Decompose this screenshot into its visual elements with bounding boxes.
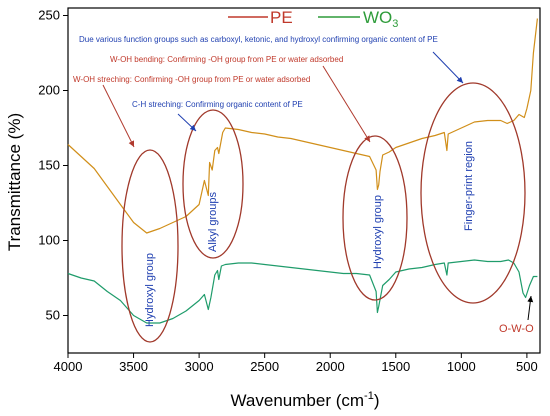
region-ellipse-hydroxyl-2 bbox=[342, 135, 408, 301]
x-tick-label-4000: 4000 bbox=[54, 359, 83, 374]
arrow-w-oh-bending bbox=[322, 65, 371, 143]
plot-frame bbox=[67, 7, 541, 354]
peak-label-o-w-o: O-W-O bbox=[499, 323, 534, 335]
x-tick-label-500: 500 bbox=[516, 359, 538, 374]
x-axis-title-tail: ) bbox=[374, 391, 380, 410]
region-label-fingerprint: Finger-print region bbox=[463, 141, 475, 231]
annotation-fingerprint: Due various function groups such as carb… bbox=[79, 35, 438, 44]
arrow-o-w-o bbox=[527, 295, 534, 321]
y-tick-label-150: 150 bbox=[38, 158, 60, 173]
x-tick-label-1500: 1500 bbox=[381, 359, 410, 374]
legend-label-pe: PE bbox=[270, 8, 293, 27]
y-tick-label-250: 250 bbox=[38, 8, 60, 23]
x-axis-title-main: Wavenumber (cm bbox=[231, 391, 365, 410]
region-label-hydroxyl-2: Hydroxyl group bbox=[372, 195, 384, 269]
x-tick-label-2000: 2000 bbox=[316, 359, 345, 374]
legend-label-wo3-sub: 3 bbox=[392, 18, 398, 30]
legend: PE WO3 bbox=[228, 8, 398, 30]
series-line-wo3 bbox=[67, 259, 538, 324]
y-tick-label-100: 100 bbox=[38, 233, 60, 248]
x-tick-label-3500: 3500 bbox=[119, 359, 148, 374]
x-axis-title-sup: -1 bbox=[364, 390, 374, 402]
annotation-w-oh-stretching: W-OH streching: Confirming -OH group fro… bbox=[73, 75, 310, 84]
annotation-w-oh-bending: W-OH bending: Confirming -OH group from … bbox=[110, 55, 343, 64]
series-line-pe bbox=[67, 18, 538, 234]
region-ellipse-alkyl bbox=[182, 109, 244, 259]
legend-label-wo3-main: WO bbox=[363, 8, 392, 27]
x-axis-title: Wavenumber (cm-1) bbox=[231, 390, 380, 410]
arrow-c-h-stretching bbox=[177, 113, 197, 132]
y-tick-label-50: 50 bbox=[46, 308, 60, 323]
x-tick-label-1000: 1000 bbox=[447, 359, 476, 374]
region-ellipse-hydroxyl-1 bbox=[121, 149, 179, 343]
legend-label-wo3: WO3 bbox=[363, 8, 398, 30]
x-tick-label-2500: 2500 bbox=[250, 359, 279, 374]
region-ellipse-fingerprint bbox=[420, 82, 526, 304]
y-tick-label-200: 200 bbox=[38, 83, 60, 98]
arrow-fingerprint bbox=[432, 51, 464, 84]
region-label-alkyl: Alkyl groups bbox=[207, 192, 219, 252]
arrow-w-oh-stretching bbox=[102, 84, 135, 148]
series-layer bbox=[67, 18, 538, 324]
annotation-c-h-stretching: C-H streching: Confirming organic conten… bbox=[132, 100, 303, 109]
y-axis-title: Transmittance (%) bbox=[5, 113, 24, 251]
y-axis: 50 100 150 200 250 bbox=[38, 8, 68, 323]
region-label-hydroxyl-1: Hydroxyl group bbox=[144, 253, 156, 327]
x-axis: 4000 3500 3000 2500 2000 1500 1000 500 bbox=[54, 353, 538, 374]
x-tick-label-3000: 3000 bbox=[185, 359, 214, 374]
